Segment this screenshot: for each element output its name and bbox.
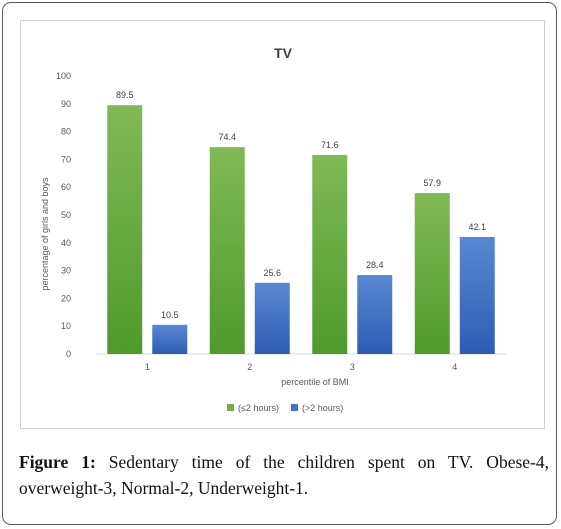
bar — [209, 147, 245, 354]
bar — [357, 275, 393, 354]
figure-caption: Figure 1: Sedentary time of the children… — [19, 449, 549, 501]
bar — [459, 236, 495, 354]
y-tick-label: 0 — [66, 349, 71, 359]
legend-label: (>2 hours) — [302, 403, 343, 413]
x-axis-title: percentile of BMI — [281, 377, 349, 387]
bar — [414, 193, 450, 354]
data-label: 74.4 — [218, 132, 236, 142]
y-axis-ticks: 0 10 20 30 40 50 60 70 80 90 100 — [56, 71, 71, 359]
data-label: 89.5 — [116, 90, 134, 100]
chart-area: TV percentage of girls and boys percenti… — [20, 20, 545, 429]
data-label: 25.6 — [263, 268, 281, 278]
y-tick-label: 100 — [56, 71, 71, 81]
y-axis-title: percentage of girls and boys — [40, 177, 50, 291]
x-tick-label: 3 — [350, 362, 355, 372]
y-tick-label: 50 — [61, 210, 71, 220]
bar — [312, 154, 348, 354]
caption-label: Figure 1: — [19, 452, 96, 472]
data-label: 71.6 — [321, 140, 339, 150]
y-tick-label: 40 — [61, 238, 71, 248]
x-tick-label: 4 — [452, 362, 457, 372]
y-tick-label: 80 — [61, 127, 71, 137]
y-tick-label: 10 — [61, 321, 71, 331]
bar — [254, 282, 290, 354]
figure-frame: TV percentage of girls and boys percenti… — [2, 2, 557, 525]
bar — [107, 105, 143, 354]
data-label: 10.5 — [161, 310, 179, 320]
bars: 89.5 10.5 74.4 25.6 71.6 28.4 57.9 42.1 — [107, 90, 495, 354]
legend-swatch — [227, 404, 234, 411]
x-tick-label: 2 — [247, 362, 252, 372]
data-label: 28.4 — [366, 260, 384, 270]
chart-title: TV — [274, 45, 293, 61]
data-label: 42.1 — [468, 222, 486, 232]
y-tick-label: 20 — [61, 293, 71, 303]
y-tick-label: 60 — [61, 182, 71, 192]
legend-swatch — [291, 404, 298, 411]
y-tick-label: 70 — [61, 154, 71, 164]
x-axis-ticks: 1 2 3 4 — [145, 362, 458, 372]
data-label: 57.9 — [423, 178, 441, 188]
legend-label: (≤2 hours) — [238, 403, 279, 413]
y-tick-label: 90 — [61, 99, 71, 109]
bar — [152, 324, 188, 354]
legend: (≤2 hours) (>2 hours) — [227, 403, 343, 413]
caption-text: Sedentary time of the children spent on … — [19, 452, 549, 498]
bar-chart: TV percentage of girls and boys percenti… — [40, 45, 506, 413]
x-tick-label: 1 — [145, 362, 150, 372]
y-tick-label: 30 — [61, 266, 71, 276]
